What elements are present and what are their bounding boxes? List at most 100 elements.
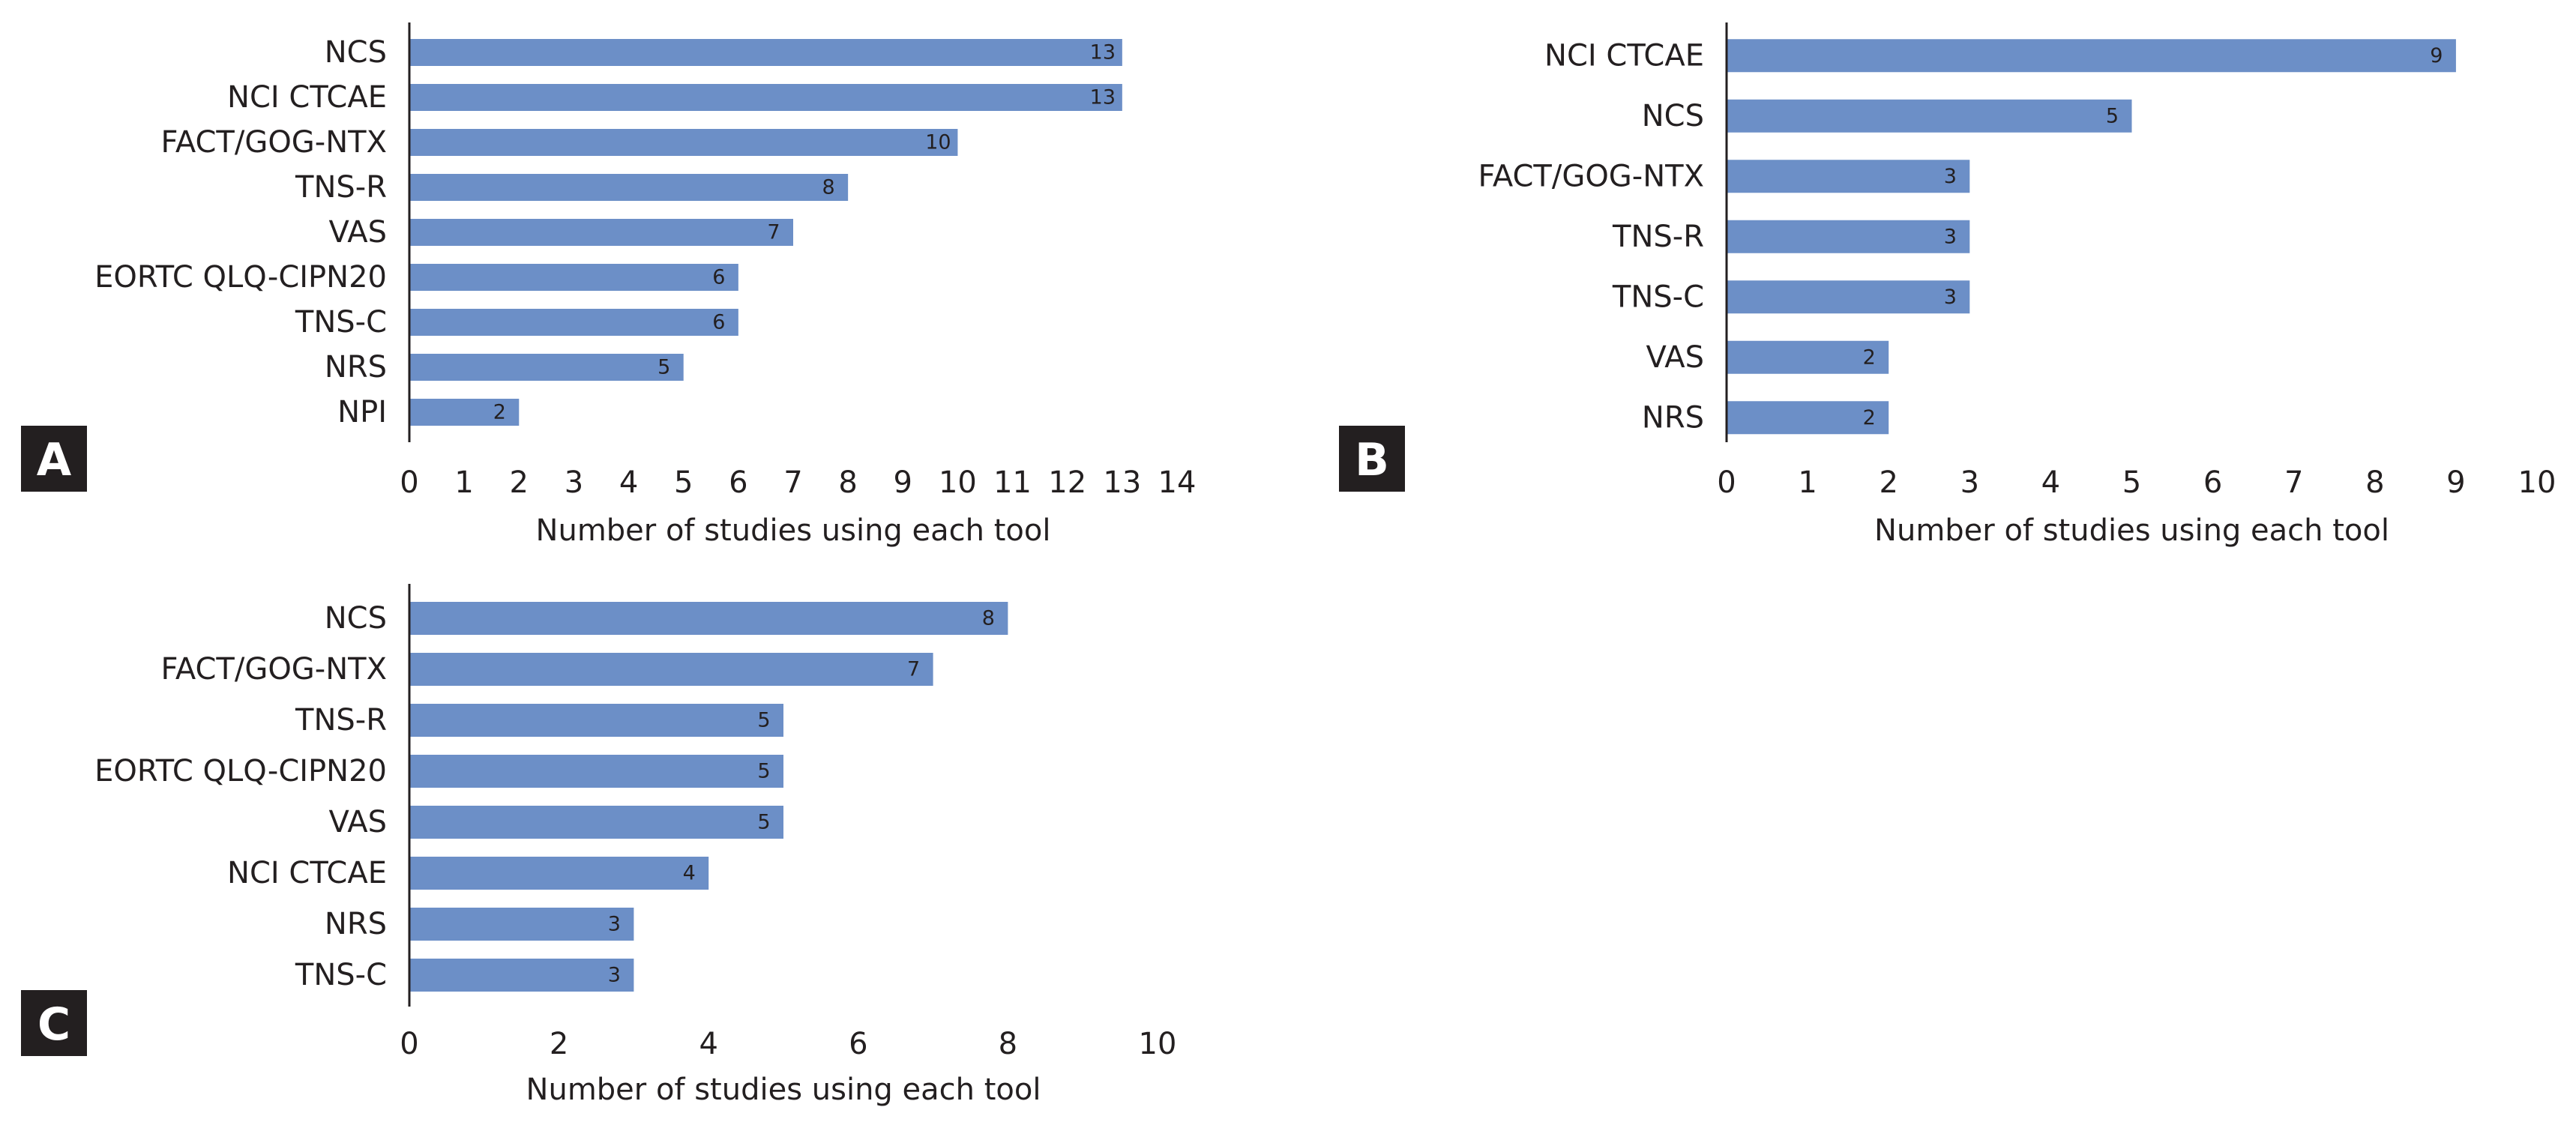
panel-a-letter: A	[37, 434, 72, 486]
panel-b-bar	[1727, 220, 1970, 253]
panel-a-data-label: 13	[1090, 41, 1116, 64]
panel-a-bar	[409, 354, 684, 381]
panel-b-letter: B	[1355, 434, 1389, 486]
panel-a-x-tick-label: 12	[1048, 465, 1086, 500]
panel-a-bar	[409, 309, 738, 336]
panel-c-category-label: NCS	[325, 601, 387, 636]
panel-b-category-label: NRS	[1642, 400, 1704, 435]
panel-c-data-label: 5	[757, 760, 770, 783]
panel-b-x-tick-label: 7	[2284, 465, 2303, 500]
panel-a-x-tick-label: 7	[783, 465, 802, 500]
panel-a-x-tick-label: 13	[1103, 465, 1141, 500]
panel-b-x-tick-label: 9	[2446, 465, 2465, 500]
panel-b-x-tick-label: 10	[2518, 465, 2557, 500]
panel-a-x-tick-label: 1	[454, 465, 473, 500]
panel-b-x-tick-label: 6	[2203, 465, 2222, 500]
panel-a-x-tick-label: 8	[838, 465, 857, 500]
panel-b-data-label: 3	[1944, 165, 1957, 188]
panel-a-data-label: 13	[1090, 86, 1116, 109]
panel-c-data-label: 5	[757, 709, 770, 732]
panel-c-bar	[409, 602, 1008, 635]
panel-b-category-label: TNS-C	[1612, 280, 1704, 314]
panel-b-data-label: 5	[2106, 104, 2119, 127]
panel-a-bar	[409, 264, 738, 291]
panel-b-category-label: TNS-R	[1612, 220, 1704, 254]
panel-c-data-label: 8	[982, 607, 995, 630]
panel-c-x-tick-label: 2	[550, 1027, 568, 1061]
panel-a-category-label: EORTC QLQ-CIPN20	[94, 260, 387, 295]
panel-a-x-tick-label: 3	[565, 465, 583, 500]
panel-a-x-tick-label: 2	[510, 465, 529, 500]
panel-b-x-tick-label: 2	[1879, 465, 1898, 500]
panel-c-bar	[409, 653, 933, 686]
panel-c-x-tick-label: 10	[1139, 1027, 1177, 1061]
panel-a-category-label: NCS	[325, 35, 387, 70]
panel-b-x-tick-label: 8	[2365, 465, 2384, 500]
panel-a-category-label: NCI CTCAE	[227, 80, 387, 115]
panel-c-category-label: TNS-R	[295, 703, 387, 738]
panel-b-data-label: 9	[2430, 44, 2443, 67]
panel-c-bar	[409, 755, 783, 788]
panel-c-data-label: 3	[608, 964, 621, 987]
panel-a-x-tick-label: 5	[674, 465, 693, 500]
panel-a-x-tick-label: 6	[729, 465, 747, 500]
panel-c-x-tick-label: 6	[849, 1027, 867, 1061]
panel-c-bar	[409, 857, 709, 890]
panel-b-bar	[1727, 280, 1970, 314]
panel-a-data-label: 5	[657, 356, 670, 379]
panel-b-data-label: 2	[1863, 346, 1876, 369]
panel-a-bar	[409, 174, 849, 201]
panel-a-category-label: TNS-R	[295, 170, 387, 205]
panel-b-x-tick-label: 1	[1798, 465, 1817, 500]
panel-a-category-label: NRS	[325, 350, 387, 384]
panel-c-bar	[409, 908, 634, 941]
panel-c-x-tick-label: 8	[999, 1027, 1017, 1061]
panel-c-category-label: EORTC QLQ-CIPN20	[94, 754, 387, 788]
panel-a-x-tick-label: 10	[939, 465, 977, 500]
panel-a-data-label: 2	[493, 401, 506, 424]
panel-a-bar	[409, 84, 1122, 111]
panel-a-data-label: 8	[822, 176, 835, 199]
panel-b-bar	[1727, 340, 1889, 374]
panel-c-x-tick-label: 0	[400, 1027, 418, 1061]
panel-a-bar	[409, 39, 1122, 66]
panel-c-badge	[21, 990, 87, 1056]
panel-b-x-tick-label: 0	[1717, 465, 1736, 500]
panel-b-data-label: 2	[1863, 406, 1876, 429]
panel-c-data-label: 7	[907, 658, 920, 681]
panel-b-category-label: VAS	[1646, 340, 1704, 375]
panel-b-badge	[1339, 426, 1405, 492]
panel-a-x-tick-label: 9	[894, 465, 912, 500]
panel-b-x-tick-label: 4	[2041, 465, 2060, 500]
panel-a-badge	[21, 426, 87, 492]
panel-a-bar	[409, 399, 520, 426]
panel-c-data-label: 3	[608, 913, 621, 936]
panel-b-data-label: 3	[1944, 286, 1957, 309]
panel-c-category-label: FACT/GOG-NTX	[160, 652, 387, 687]
panel-b-category-label: NCS	[1642, 99, 1704, 133]
panel-c-category-label: NCI CTCAE	[227, 856, 387, 890]
panel-c-bar	[409, 704, 783, 737]
panel-b-x-tick-label: 3	[1960, 465, 1979, 500]
panel-a-category-label: VAS	[328, 215, 387, 250]
panel-b-chart: 9 NCI CTCAE 5 NCS 3 FACT/GOG-NTX 3 TNS-R 3 TNS-C 2…	[1339, 22, 2556, 548]
panel-c-category-label: TNS-C	[295, 958, 387, 992]
panel-c-x-axis-title: Number of studies using each tool	[526, 1073, 1041, 1107]
panel-b-x-tick-label: 5	[2122, 465, 2141, 500]
panel-c-chart: 8 NCS 7 FACT/GOG-NTX 5 TNS-R 5 EORTC QLQ-CIPN20…	[21, 584, 1176, 1107]
panel-b-category-label: NCI CTCAE	[1544, 38, 1704, 73]
panel-c-bar	[409, 806, 783, 839]
panel-c-x-tick-label: 4	[699, 1027, 717, 1061]
panel-a-x-axis-title: Number of studies using each tool	[536, 513, 1051, 548]
panel-c-category-label: VAS	[328, 805, 387, 839]
panel-a-x-tick-label: 0	[400, 465, 418, 500]
panel-a-bar	[409, 129, 958, 156]
panel-b-data-label: 3	[1944, 225, 1957, 248]
panel-b-category-label: FACT/GOG-NTX	[1478, 159, 1704, 193]
panel-b-bar	[1727, 39, 2456, 73]
panel-a-x-tick-label: 4	[619, 465, 638, 500]
panel-c-category-label: NRS	[325, 907, 387, 941]
panel-a-data-label: 10	[925, 131, 951, 154]
panel-a-data-label: 6	[712, 266, 725, 289]
